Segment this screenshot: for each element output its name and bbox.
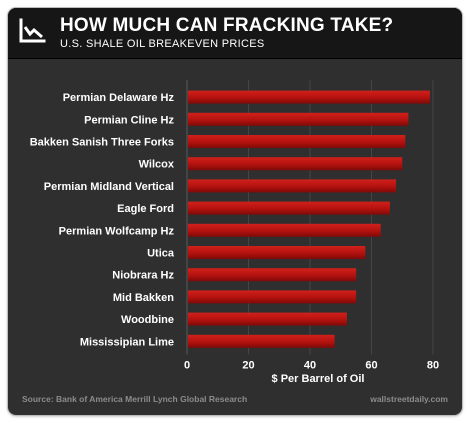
x-tick-label: 60	[365, 359, 377, 371]
chart-subtitle: U.S. SHALE OIL BREAKEVEN PRICES	[60, 38, 265, 50]
x-tick-label: 20	[242, 359, 254, 371]
bar	[188, 157, 403, 171]
bar-chart: Permian Delaware Hz Permian Cline Hz Bakke…	[30, 80, 439, 385]
x-axis-label: $ Per Barrel of Oil	[272, 373, 365, 385]
x-tick-label: 80	[427, 359, 439, 371]
category-label: Permian Cline Hz	[84, 114, 174, 126]
bar	[188, 312, 347, 326]
bar	[188, 334, 335, 348]
chart-title: HOW MUCH CAN FRACKING TAKE?	[60, 15, 394, 36]
bar	[188, 179, 397, 193]
category-label: Eagle Ford	[117, 203, 174, 215]
bar	[188, 201, 390, 215]
chart-card: HOW MUCH CAN FRACKING TAKE? U.S. SHALE O…	[8, 8, 462, 415]
x-tick-label: 40	[304, 359, 316, 371]
category-label: Niobrara Hz	[112, 270, 174, 282]
category-label: Permian Midland Vertical	[44, 181, 174, 193]
bar	[188, 268, 357, 282]
category-label: Mid Bakken	[113, 292, 174, 304]
category-label: Wilcox	[139, 159, 175, 171]
category-label: Utica	[147, 248, 175, 260]
category-label: Permian Delaware Hz	[63, 92, 175, 104]
x-tick-label: 0	[184, 359, 190, 371]
bar	[188, 246, 366, 259]
category-label: Woodbine	[121, 314, 174, 326]
category-label: Permian Wolfcamp Hz	[59, 225, 175, 237]
bar	[188, 112, 409, 126]
line-chart-icon	[19, 18, 46, 43]
bar	[188, 223, 381, 237]
bar	[188, 290, 357, 304]
brand-label: wallstreetdaily.com	[370, 394, 448, 404]
category-label: Bakken Sanish Three Forks	[30, 137, 174, 149]
chart-header: HOW MUCH CAN FRACKING TAKE? U.S. SHALE O…	[8, 8, 462, 59]
bar	[188, 135, 406, 148]
source-note: Source: Bank of America Merrill Lynch Gl…	[22, 394, 248, 404]
category-label: Mississipian Lime	[80, 336, 174, 348]
bar	[188, 90, 430, 104]
